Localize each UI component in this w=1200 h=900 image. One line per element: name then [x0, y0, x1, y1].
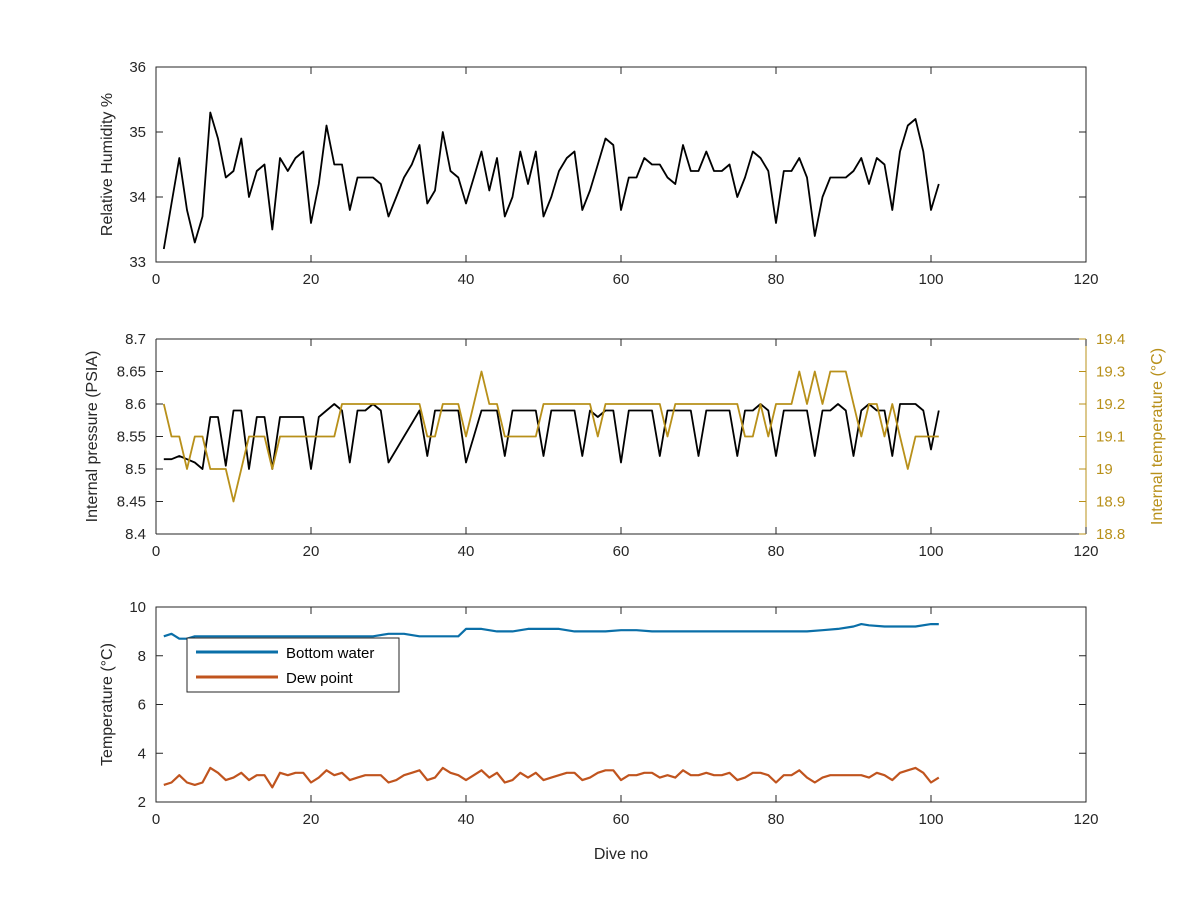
pressure-panel: 0 20 40 60 80 100 120 8.4 8.45 8.5 8.55 8.6 8.65 8.7…: [84, 331, 1166, 560]
humidity-x-tick-label: 80: [768, 271, 785, 288]
pressure-x-tick-label: 60: [613, 543, 630, 560]
temperature-x-tick-label: 20: [303, 811, 320, 828]
pressure-x-tick-label: 80: [768, 543, 785, 560]
humidity-x-tick-label: 120: [1073, 271, 1098, 288]
temperature-y-tick-label: 8: [138, 648, 146, 665]
pressure-x-tick-label: 40: [458, 543, 475, 560]
humidity-x-tick-label: 60: [613, 271, 630, 288]
bottom-water-series-line: [163, 622, 939, 640]
temperature-x-tick-label: 40: [458, 811, 475, 828]
legend-label-dew-point: Dew point: [286, 670, 354, 687]
dew-point-series-line: [163, 766, 940, 789]
pressure-x-tick-label: 120: [1073, 543, 1098, 560]
temperature-y-tick-label: 6: [138, 697, 146, 714]
internal-temperature-y2-ticks: 18.8 18.9 19 19.1 19.2 19.3 19.4: [1079, 331, 1125, 543]
humidity-x-ticks: 0 20 40 60 80 100 120: [152, 67, 1099, 288]
pressure-x-ticks: 0 20 40 60 80 100 120: [152, 339, 1099, 560]
temperature-y-tick-label: 10: [129, 599, 146, 616]
humidity-y-tick-label: 33: [129, 254, 146, 271]
pressure-x-tick-label: 100: [918, 543, 943, 560]
humidity-x-tick-label: 100: [918, 271, 943, 288]
internal-temperature-y2-tick-label: 19.3: [1096, 364, 1125, 381]
temperature-plot-area: [163, 622, 940, 789]
pressure-x-tick-label: 20: [303, 543, 320, 560]
humidity-y-ticks: 33 34 35 36: [129, 59, 1086, 271]
internal-temperature-y2-tick-label: 19.4: [1096, 331, 1125, 348]
temperature-x-tick-label: 100: [918, 811, 943, 828]
temperature-x-tick-label: 60: [613, 811, 630, 828]
pressure-y-tick-label: 8.7: [125, 331, 146, 348]
humidity-series-line: [162, 111, 940, 250]
internal-temperature-y2-axis-label: Internal temperature (°C): [1149, 348, 1166, 525]
legend-label-bottom-water: Bottom water: [286, 645, 374, 662]
pressure-y-tick-label: 8.6: [125, 396, 146, 413]
humidity-y-axis-label: Relative Humidity %: [99, 93, 116, 236]
internal-temperature-y2-tick-label: 18.8: [1096, 526, 1125, 543]
temperature-x-tick-label: 120: [1073, 811, 1098, 828]
pressure-y-tick-label: 8.4: [125, 526, 146, 543]
internal-temperature-series-line: [162, 370, 939, 503]
pressure-series-line: [163, 403, 940, 470]
pressure-y-tick-label: 8.55: [117, 429, 146, 446]
temperature-x-tick-label: 80: [768, 811, 785, 828]
humidity-x-tick-label: 20: [303, 271, 320, 288]
temperature-x-tick-label: 0: [152, 811, 160, 828]
pressure-y-tick-label: 8.65: [117, 364, 146, 381]
pressure-y-tick-label: 8.5: [125, 461, 146, 478]
temperature-y-tick-label: 2: [138, 794, 146, 811]
pressure-y-ticks: 8.4 8.45 8.5 8.55 8.6 8.65 8.7: [117, 331, 163, 543]
internal-temperature-y2-tick-label: 19.2: [1096, 396, 1125, 413]
temperature-y-tick-label: 4: [138, 745, 146, 762]
internal-temperature-y2-tick-label: 18.9: [1096, 494, 1125, 511]
internal-temperature-y2-tick-label: 19.1: [1096, 429, 1125, 446]
pressure-y-axis-label: Internal pressure (PSIA): [84, 351, 101, 523]
temperature-y-axis-label: Temperature (°C): [99, 643, 116, 766]
humidity-y-tick-label: 34: [129, 189, 146, 206]
humidity-panel: 0 20 40 60 80 100 120 33 34 35 36 Relative Humidi…: [99, 59, 1099, 288]
temperature-x-ticks: 0 20 40 60 80 100 120: [152, 607, 1099, 828]
humidity-plot-area: [162, 111, 940, 250]
pressure-x-tick-label: 0: [152, 543, 160, 560]
temperature-x-axis-label: Dive no: [594, 846, 648, 863]
legend-box: [186, 637, 400, 693]
humidity-y-tick-label: 36: [129, 59, 146, 76]
pressure-plot-area: [162, 370, 940, 503]
humidity-y-tick-label: 35: [129, 124, 146, 141]
humidity-x-tick-label: 40: [458, 271, 475, 288]
internal-temperature-y2-tick-label: 19: [1096, 461, 1113, 478]
pressure-y-tick-label: 8.45: [117, 494, 146, 511]
temperature-y-ticks: 2 4 6 8 10: [129, 599, 1086, 811]
legend: Bottom water Dew point: [186, 637, 400, 693]
humidity-x-tick-label: 0: [152, 271, 160, 288]
